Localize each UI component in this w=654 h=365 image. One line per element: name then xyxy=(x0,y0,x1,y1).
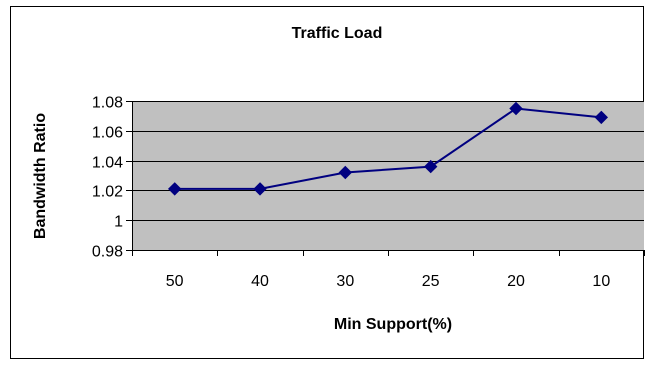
data-point xyxy=(253,182,267,196)
plot-area xyxy=(132,101,644,250)
x-ticks: 50 40 30 25 20 10 xyxy=(132,250,645,290)
x-tick-label: 10 xyxy=(592,273,610,290)
x-tick-label: 50 xyxy=(166,273,184,290)
data-point xyxy=(509,101,523,116)
x-tick-label: 30 xyxy=(336,273,354,290)
y-tick-label: 1.08 xyxy=(92,95,123,112)
data-point xyxy=(167,182,182,196)
y-axis-label: Bandwidth Ratio xyxy=(32,113,49,239)
x-tick-label: 40 xyxy=(251,273,269,290)
data-point xyxy=(338,165,353,180)
x-tick-label: 20 xyxy=(507,273,525,290)
series-line xyxy=(174,107,602,190)
chart-title: Traffic Load xyxy=(292,25,383,42)
y-tick-label: 1.04 xyxy=(92,155,123,172)
y-tick-label: 0.98 xyxy=(92,244,123,261)
x-tick-label: 25 xyxy=(422,273,440,290)
data-point xyxy=(594,110,609,125)
x-axis-label: Min Support(%) xyxy=(334,316,452,333)
data-point xyxy=(423,159,438,174)
y-tick-label: 1 xyxy=(114,214,123,231)
series xyxy=(167,101,609,196)
y-tick-label: 1.02 xyxy=(92,184,123,201)
gridlines xyxy=(132,101,644,221)
y-tick-label: 1.06 xyxy=(92,125,123,142)
y-ticks: 0.98 1 1.02 1.04 1.06 1.08 xyxy=(92,95,132,261)
